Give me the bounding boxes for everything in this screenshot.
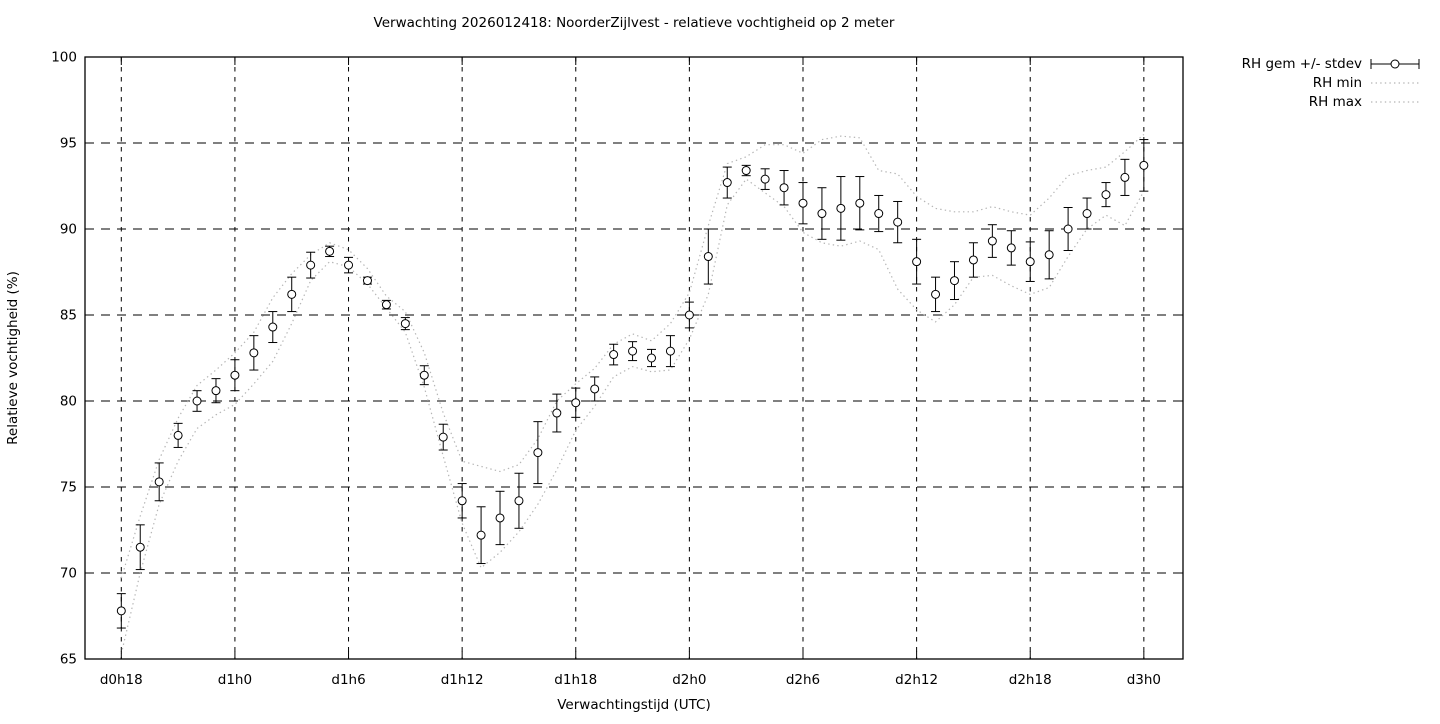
y-tick-label: 90 <box>60 222 77 238</box>
x-tick-label: d1h12 <box>441 672 484 688</box>
x-tick-label: d1h0 <box>218 672 252 688</box>
x-tick-label: d1h6 <box>331 672 365 688</box>
y-tick-label: 85 <box>60 308 77 324</box>
x-tick-label: d2h18 <box>1009 672 1052 688</box>
x-tick-label: d2h0 <box>672 672 706 688</box>
data-point <box>381 300 391 310</box>
data-point <box>571 398 581 408</box>
data-point <box>741 166 751 176</box>
data-point <box>306 260 316 270</box>
data-point <box>325 246 335 256</box>
rh-mean-errorbars <box>116 139 1149 629</box>
data-point <box>135 542 145 552</box>
y-axis-label: Relatieve vochtigheid (%) <box>5 271 21 445</box>
data-point <box>968 255 978 265</box>
data-point <box>703 252 713 262</box>
data-point <box>609 350 619 360</box>
x-tick-label: d0h18 <box>100 672 143 688</box>
data-point <box>173 430 183 440</box>
legend-label-rh-min: RH min <box>1313 75 1362 91</box>
data-point <box>287 289 297 299</box>
data-point <box>1082 209 1092 219</box>
x-tick-label: d1h18 <box>554 672 597 688</box>
legend-label-rh-gem: RH gem +/- stdev <box>1242 56 1362 72</box>
y-tick-label: 80 <box>60 394 77 410</box>
legend-item-rh-min: RH min <box>1313 75 1419 91</box>
chart-title: Verwachting 2026012418: NoorderZijlvest … <box>374 15 895 31</box>
y-tick-label: 70 <box>60 566 77 582</box>
x-tick-label: d2h12 <box>895 672 938 688</box>
data-point <box>192 396 202 406</box>
data-point <box>760 174 770 184</box>
y-tick-label: 75 <box>60 480 77 496</box>
gridlines-layer <box>85 57 1183 659</box>
data-point <box>495 513 505 523</box>
data-point <box>798 198 808 208</box>
data-point <box>514 496 524 506</box>
data-point <box>230 370 240 380</box>
legend: RH gem +/- stdev RH min RH max <box>1242 56 1420 110</box>
y-tick-label: 100 <box>51 50 77 66</box>
data-point <box>987 236 997 246</box>
data-point <box>419 370 429 380</box>
x-tick-label: d3h0 <box>1127 672 1161 688</box>
data-point <box>1025 257 1035 267</box>
rh-max-line <box>120 133 1145 579</box>
data-point <box>1139 160 1149 170</box>
data-point <box>476 530 486 540</box>
x-axis-label: Verwachtingstijd (UTC) <box>557 697 711 713</box>
errorbar-sample-icon <box>1370 59 1420 69</box>
rh-mean-points <box>116 160 1149 616</box>
legend-item-rh-gem: RH gem +/- stdev <box>1242 56 1420 72</box>
data-point <box>533 448 543 458</box>
data-point <box>722 178 732 188</box>
data-point <box>817 209 827 219</box>
data-point <box>1063 224 1073 234</box>
data-point <box>268 322 278 332</box>
y-tick-label: 95 <box>60 136 77 152</box>
data-point <box>628 346 638 356</box>
data-point <box>1101 190 1111 200</box>
data-point <box>116 606 126 616</box>
data-point <box>590 384 600 394</box>
data-point <box>647 353 657 363</box>
data-point <box>362 276 372 286</box>
axes-layer: d0h18 d1h0 d1h6 d1h12 d1h18 d2h0 d2h6 d2h12 d2h1… <box>51 50 1184 688</box>
data-point <box>1044 250 1054 260</box>
data-point <box>779 183 789 193</box>
data-point <box>154 477 164 487</box>
data-point <box>893 217 903 227</box>
data-point <box>665 346 675 356</box>
legend-label-rh-max: RH max <box>1309 94 1362 110</box>
data-point <box>855 198 865 208</box>
data-point <box>912 257 922 267</box>
legend-item-rh-max: RH max <box>1309 94 1419 110</box>
data-point <box>1120 172 1130 182</box>
data-point <box>552 408 562 418</box>
data-point <box>211 386 221 396</box>
data-point <box>400 319 410 329</box>
data-series-layer <box>116 133 1149 654</box>
data-point <box>949 276 959 286</box>
data-point <box>836 203 846 213</box>
data-point <box>684 310 694 320</box>
data-point <box>438 432 448 442</box>
rh-min-line <box>120 178 1145 654</box>
plot-border <box>84 56 1184 660</box>
data-point <box>457 496 467 506</box>
data-point <box>249 348 259 358</box>
y-tick-label: 65 <box>60 652 77 668</box>
data-point <box>1006 243 1016 253</box>
data-point <box>344 260 354 270</box>
data-point <box>931 289 941 299</box>
x-tick-label: d2h6 <box>786 672 820 688</box>
data-point <box>874 209 884 219</box>
